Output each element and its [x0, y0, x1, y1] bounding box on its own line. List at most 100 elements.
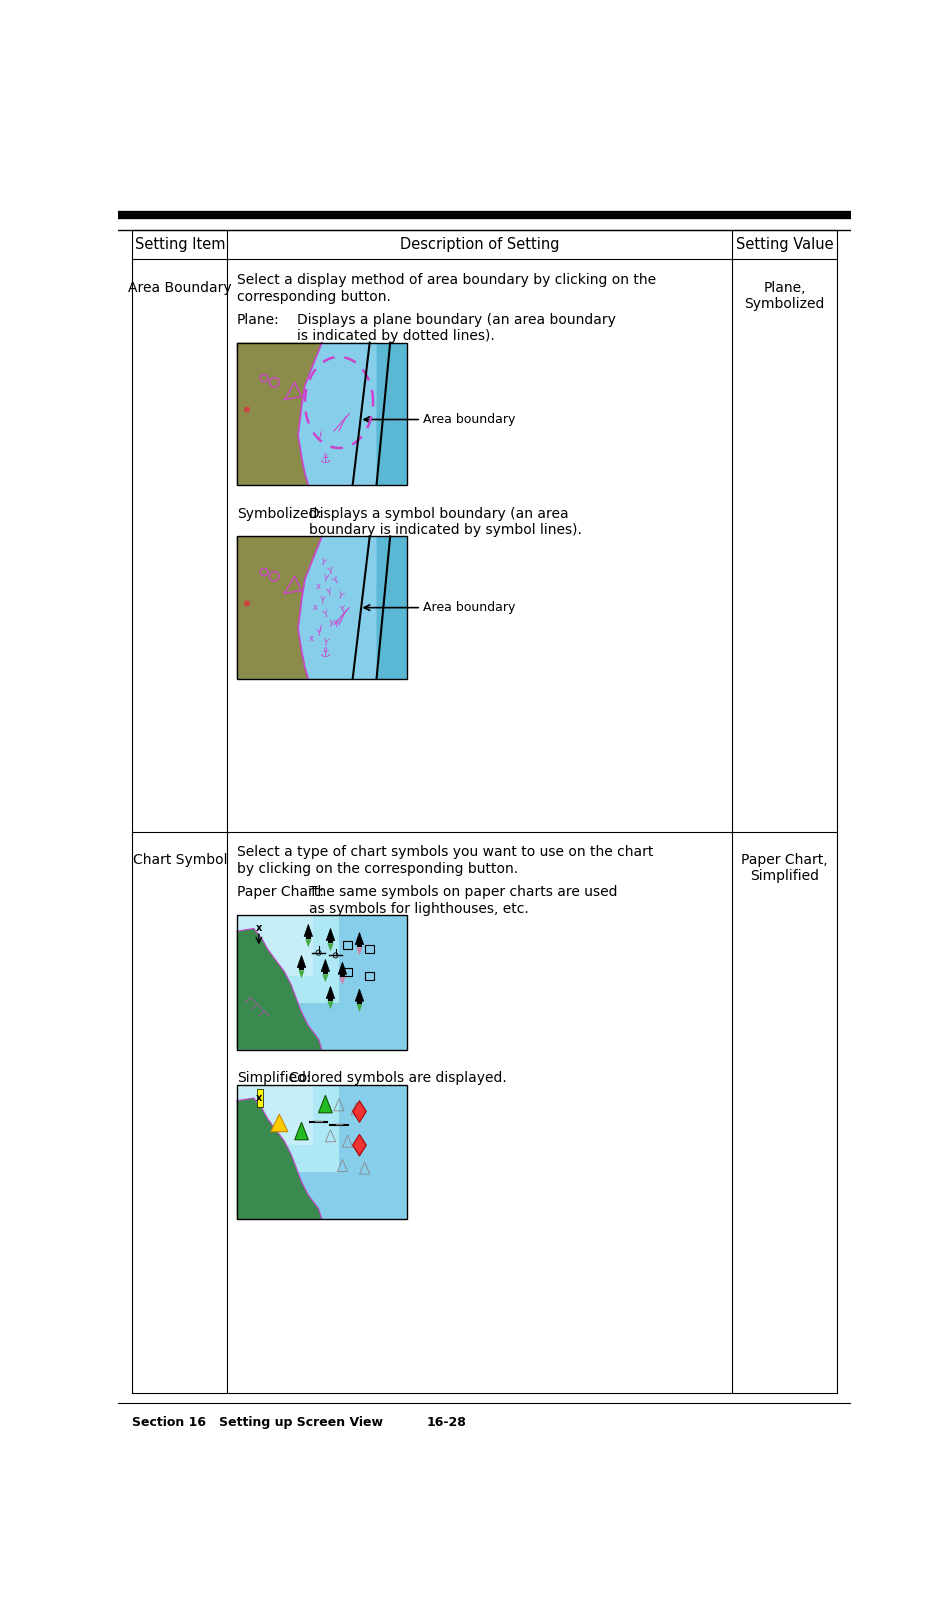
- Bar: [236, 914, 407, 1050]
- Text: Displays a plane boundary (an area boundary: Displays a plane boundary (an area bound…: [297, 313, 616, 327]
- Text: Y: Y: [327, 567, 334, 577]
- Text: 16-28: 16-28: [426, 1415, 466, 1428]
- Polygon shape: [327, 1002, 334, 1010]
- Bar: [340, 974, 345, 977]
- Bar: [236, 914, 407, 1050]
- Text: corresponding button.: corresponding button.: [236, 290, 391, 303]
- Text: ⚓: ⚓: [320, 647, 331, 660]
- Polygon shape: [236, 914, 313, 976]
- Text: Select a display method of area boundary by clicking on the: Select a display method of area boundary…: [236, 272, 656, 287]
- Text: x: x: [316, 582, 321, 590]
- Text: Colored symbols are displayed.: Colored symbols are displayed.: [289, 1071, 507, 1086]
- Bar: [343, 940, 352, 948]
- Circle shape: [244, 600, 250, 606]
- Polygon shape: [236, 1084, 313, 1144]
- Bar: [299, 966, 304, 971]
- Polygon shape: [340, 977, 345, 986]
- Polygon shape: [323, 974, 328, 982]
- Bar: [257, 1089, 263, 1107]
- Polygon shape: [271, 1114, 288, 1131]
- Polygon shape: [319, 1096, 332, 1114]
- Polygon shape: [357, 1003, 362, 1012]
- Polygon shape: [326, 929, 335, 940]
- Polygon shape: [353, 1135, 366, 1156]
- Bar: [365, 971, 374, 979]
- Text: Select a type of chart symbols you want to use on the chart: Select a type of chart symbols you want …: [236, 846, 653, 859]
- Bar: [236, 1084, 407, 1219]
- Text: as symbols for lighthouses, etc.: as symbols for lighthouses, etc.: [308, 901, 529, 916]
- Bar: [357, 1000, 362, 1003]
- Text: Y: Y: [333, 619, 339, 629]
- Text: x: x: [255, 1093, 262, 1102]
- Bar: [236, 1084, 407, 1219]
- Text: Y: Y: [335, 592, 343, 601]
- Text: Area boundary: Area boundary: [423, 413, 515, 426]
- Text: Area boundary: Area boundary: [423, 601, 515, 614]
- Polygon shape: [355, 932, 363, 945]
- Text: i: i: [319, 624, 322, 634]
- Text: Plane:: Plane:: [236, 313, 279, 327]
- Bar: [236, 537, 407, 679]
- Text: x: x: [312, 603, 318, 613]
- Polygon shape: [304, 924, 312, 937]
- Polygon shape: [298, 971, 305, 979]
- Bar: [236, 342, 407, 485]
- Text: The same symbols on paper charts are used: The same symbols on paper charts are use…: [308, 885, 618, 900]
- Text: Y: Y: [327, 619, 334, 629]
- Text: boundary is indicated by symbol lines).: boundary is indicated by symbol lines).: [308, 524, 582, 537]
- Polygon shape: [353, 1101, 366, 1122]
- Bar: [328, 999, 333, 1002]
- Polygon shape: [326, 987, 335, 999]
- Text: Y: Y: [340, 606, 345, 616]
- Text: Paper Chart,
Simplified: Paper Chart, Simplified: [742, 853, 828, 883]
- Text: Y: Y: [331, 577, 340, 587]
- Text: x: x: [309, 634, 314, 644]
- Polygon shape: [236, 342, 322, 485]
- Text: Y: Y: [316, 629, 322, 639]
- Text: x: x: [255, 924, 262, 934]
- Polygon shape: [306, 939, 311, 947]
- Text: ⚓: ⚓: [320, 452, 331, 465]
- Text: Setting Item: Setting Item: [134, 237, 225, 253]
- Bar: [236, 537, 407, 679]
- Bar: [357, 943, 362, 947]
- Text: Y: Y: [322, 609, 329, 619]
- Text: Chart Symbol: Chart Symbol: [132, 853, 227, 867]
- Polygon shape: [236, 914, 339, 1002]
- Bar: [323, 971, 328, 974]
- Polygon shape: [236, 1084, 339, 1172]
- Polygon shape: [321, 960, 329, 971]
- Text: Setting Value: Setting Value: [736, 237, 833, 253]
- Polygon shape: [327, 943, 334, 952]
- Polygon shape: [355, 989, 363, 1002]
- Text: Symbolized:: Symbolized:: [236, 507, 322, 520]
- Polygon shape: [297, 955, 306, 968]
- Text: Section 16   Setting up Screen View: Section 16 Setting up Screen View: [132, 1415, 383, 1428]
- Polygon shape: [236, 1097, 322, 1219]
- Circle shape: [244, 407, 250, 413]
- Bar: [306, 935, 311, 939]
- Text: is indicated by dotted lines).: is indicated by dotted lines).: [297, 329, 495, 344]
- Polygon shape: [236, 929, 322, 1050]
- Text: Displays a symbol boundary (an area: Displays a symbol boundary (an area: [308, 507, 569, 520]
- Bar: [365, 945, 374, 953]
- Polygon shape: [338, 963, 346, 974]
- Polygon shape: [298, 342, 377, 485]
- Polygon shape: [357, 947, 362, 955]
- Polygon shape: [294, 1122, 308, 1140]
- Text: Y: Y: [319, 597, 324, 605]
- Text: Paper Chart:: Paper Chart:: [236, 885, 324, 900]
- Polygon shape: [298, 537, 377, 679]
- Text: Plane,
Symbolized: Plane, Symbolized: [745, 280, 825, 311]
- Text: Y: Y: [318, 558, 325, 567]
- Text: Y: Y: [323, 639, 328, 648]
- Polygon shape: [236, 537, 322, 679]
- Text: i: i: [319, 430, 322, 441]
- Text: Area Boundary: Area Boundary: [128, 280, 232, 295]
- Text: by clicking on the corresponding button.: by clicking on the corresponding button.: [236, 862, 517, 875]
- Bar: [328, 940, 333, 943]
- Text: Simplified:: Simplified:: [236, 1071, 310, 1086]
- Bar: [236, 342, 407, 485]
- Bar: [343, 968, 352, 976]
- Text: Description of Setting: Description of Setting: [400, 237, 559, 253]
